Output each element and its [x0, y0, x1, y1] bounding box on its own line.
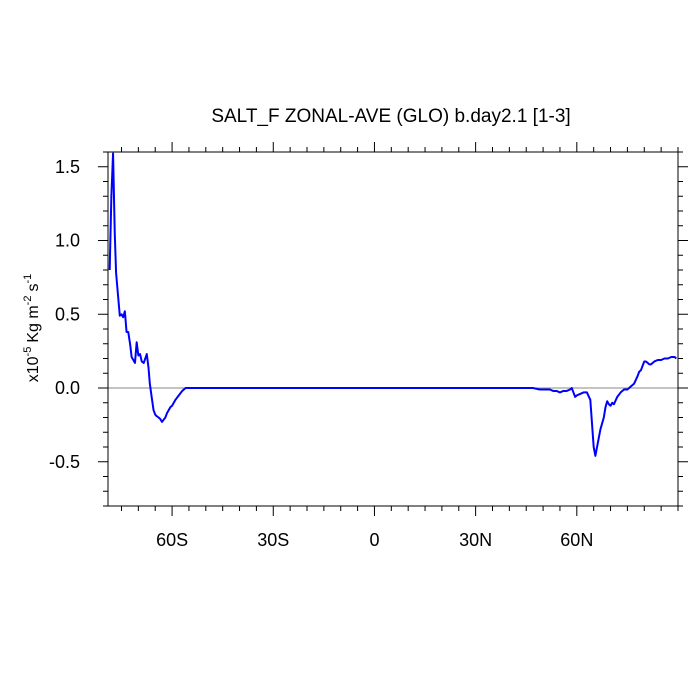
- x-tick-label: 30N: [459, 530, 492, 550]
- y-tick-label: 1.0: [55, 231, 80, 251]
- y-tick-label: 0.0: [55, 378, 80, 398]
- y-tick-label: 0.5: [55, 304, 80, 324]
- series-group: [108, 152, 677, 457]
- y-tick-label: 1.5: [55, 157, 80, 177]
- y-axis-label-prefix: x10: [25, 356, 42, 382]
- chart-title: SALT_F ZONAL-AVE (GLO) b.day2.1 [1-3]: [211, 106, 570, 127]
- x-tick-label: 0: [369, 530, 379, 550]
- x-tick-label: 60S: [156, 530, 188, 550]
- y-axis-label-unit2: s: [25, 284, 42, 292]
- y-axis-label: x10-5 Kg m-2 s-1: [22, 274, 42, 382]
- x-tick-label: 60N: [560, 530, 593, 550]
- plot-frame: [107, 151, 679, 507]
- y-axis-label-unit2-exponent: -1: [22, 274, 34, 284]
- y-tick-label: -0.5: [49, 452, 80, 472]
- x-tick-label: 30S: [257, 530, 289, 550]
- axis-tick-labels: 60S 30S 0 30N 60N 1.5 1.0 0.5 0.0 -0.5: [49, 157, 593, 550]
- y-axis-label-prefix-exponent: -5: [22, 347, 34, 357]
- y-axis-label-unit-exponent: -2: [22, 296, 34, 306]
- y-axis-label-unit: Kg m: [25, 305, 42, 342]
- axis-ticks: [98, 142, 688, 516]
- series-line-0: [108, 152, 677, 457]
